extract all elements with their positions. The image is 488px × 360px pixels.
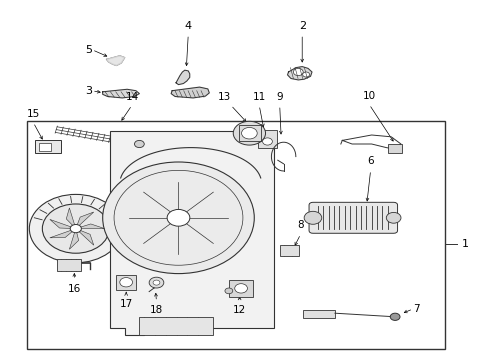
Text: 1: 1 [461, 239, 468, 249]
Polygon shape [50, 229, 76, 238]
Circle shape [134, 140, 144, 148]
Bar [57, 259, 81, 271]
Circle shape [233, 121, 265, 145]
Circle shape [234, 284, 247, 293]
Text: 4: 4 [184, 21, 191, 31]
Text: 17: 17 [119, 299, 133, 309]
Text: 3: 3 [85, 86, 92, 96]
Text: 10: 10 [362, 91, 375, 101]
Text: 8: 8 [297, 220, 304, 230]
Circle shape [386, 212, 400, 223]
Circle shape [42, 204, 109, 253]
Circle shape [293, 68, 303, 76]
Circle shape [302, 72, 309, 77]
Polygon shape [110, 131, 273, 335]
Polygon shape [50, 219, 76, 229]
Polygon shape [76, 229, 94, 245]
Bar [116, 275, 136, 290]
Circle shape [304, 211, 321, 224]
Bar [258, 130, 276, 148]
Circle shape [224, 288, 232, 294]
Polygon shape [106, 56, 124, 66]
Circle shape [29, 194, 122, 263]
Text: 6: 6 [366, 156, 373, 166]
Bar [139, 317, 212, 335]
Circle shape [389, 313, 399, 320]
Text: 7: 7 [412, 304, 419, 314]
Text: 5: 5 [85, 45, 92, 55]
Circle shape [167, 210, 189, 226]
Circle shape [153, 280, 160, 285]
Polygon shape [102, 89, 139, 98]
Text: 18: 18 [149, 305, 163, 315]
Bar [39, 143, 51, 151]
Circle shape [120, 278, 132, 287]
FancyBboxPatch shape [308, 202, 397, 233]
Polygon shape [69, 229, 79, 249]
Text: 12: 12 [232, 305, 246, 315]
Bar [303, 310, 334, 318]
Circle shape [241, 127, 257, 139]
Polygon shape [76, 212, 94, 229]
Circle shape [262, 138, 272, 145]
Polygon shape [171, 87, 209, 98]
Bar [387, 144, 402, 153]
Bar [35, 140, 61, 153]
Circle shape [102, 162, 254, 274]
Text: 15: 15 [26, 109, 40, 119]
Bar [27, 121, 444, 349]
Circle shape [70, 225, 81, 233]
Polygon shape [76, 224, 104, 229]
Text: 16: 16 [67, 284, 81, 294]
Text: 11: 11 [252, 91, 265, 102]
Polygon shape [176, 70, 189, 85]
Polygon shape [287, 67, 311, 80]
Text: 14: 14 [125, 91, 139, 102]
Bar [238, 125, 260, 141]
Polygon shape [66, 208, 76, 229]
Text: 13: 13 [217, 91, 230, 102]
Bar [228, 280, 253, 297]
Circle shape [149, 277, 163, 288]
Text: 9: 9 [276, 91, 283, 102]
Bar [279, 245, 299, 256]
Text: 2: 2 [298, 21, 305, 31]
